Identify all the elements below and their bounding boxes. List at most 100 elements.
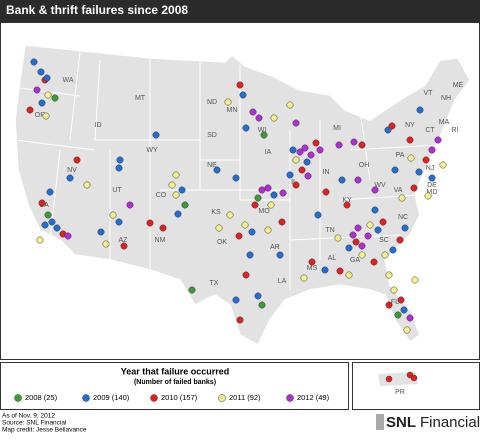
marker — [254, 194, 262, 202]
marker — [215, 224, 223, 232]
state-label: ID — [95, 122, 102, 129]
state-label: DE — [427, 182, 437, 189]
marker — [352, 238, 360, 246]
state-label: NY — [405, 122, 415, 129]
state-borders — [14, 51, 441, 290]
marker — [396, 236, 404, 244]
legend-label: 2010 (157) — [161, 393, 198, 402]
marker — [292, 119, 300, 127]
marker — [391, 166, 399, 174]
legend-swatch — [82, 394, 90, 402]
state-label: IA — [265, 149, 272, 156]
marker — [270, 191, 278, 199]
legend-label: 2012 (49) — [297, 393, 330, 402]
marker — [335, 141, 343, 149]
marker — [292, 181, 300, 189]
marker — [38, 99, 46, 107]
marker — [358, 141, 366, 149]
marker — [97, 228, 105, 236]
marker — [371, 206, 379, 214]
marker — [424, 192, 432, 200]
marker — [439, 161, 447, 169]
state-label: VT — [424, 90, 434, 97]
state-label: MO — [258, 208, 270, 215]
marker — [388, 122, 396, 130]
marker — [286, 101, 294, 109]
legend-swatch — [14, 394, 22, 402]
marker — [406, 314, 414, 322]
title: Bank & thrift failures since 2008 — [6, 3, 188, 17]
marker — [381, 251, 389, 259]
legend-label: 2011 (92) — [229, 393, 261, 402]
marker — [146, 219, 154, 227]
marker — [321, 266, 329, 274]
marker — [428, 146, 436, 154]
state-label: AZ — [119, 237, 129, 244]
marker — [407, 154, 415, 162]
marker — [51, 94, 59, 102]
legend-label: 2008 (25) — [25, 393, 58, 402]
state-label: WA — [62, 77, 73, 84]
logo-sub: Financial — [420, 414, 480, 431]
marker — [255, 114, 263, 122]
marker — [276, 251, 284, 259]
marker — [434, 136, 442, 144]
state-label: IN — [323, 169, 330, 176]
state-label: WI — [258, 127, 267, 134]
state-label: KY — [342, 197, 352, 204]
marker — [385, 301, 393, 309]
marker — [73, 156, 81, 164]
state-label: CO — [156, 192, 167, 199]
state-label: CT — [425, 127, 435, 134]
marker — [116, 156, 124, 164]
marker — [115, 164, 123, 172]
us-map — [14, 44, 471, 347]
marker — [232, 296, 240, 304]
marker — [336, 267, 344, 275]
state-label: VA — [394, 187, 403, 194]
marker — [213, 166, 221, 174]
marker — [371, 186, 379, 194]
state-label: SC — [379, 237, 389, 244]
marker — [401, 224, 409, 232]
failure-markers — [26, 58, 447, 334]
marker — [41, 221, 49, 229]
marker — [390, 286, 398, 294]
marker — [239, 91, 247, 99]
marker — [358, 242, 366, 250]
marker — [42, 112, 50, 120]
marker — [48, 218, 56, 226]
marker — [398, 194, 406, 202]
marker — [422, 156, 430, 164]
state-label: AR — [270, 244, 280, 251]
state-label: NC — [398, 214, 408, 221]
marker — [354, 224, 362, 232]
marker — [172, 191, 180, 199]
marker — [278, 218, 286, 226]
state-label: MI — [333, 125, 341, 132]
marker — [364, 232, 372, 240]
marker — [181, 201, 189, 209]
footer-line: Source: SNL Financial — [2, 420, 67, 427]
state-label: UT — [112, 187, 122, 194]
marker — [236, 81, 244, 89]
marker — [303, 158, 311, 166]
state-label: AL — [328, 255, 337, 262]
marker — [345, 271, 353, 279]
state-label: ND — [207, 99, 217, 106]
marker — [289, 146, 297, 154]
marker — [254, 292, 262, 300]
marker — [43, 74, 51, 82]
state-label: SD — [207, 132, 217, 139]
marker — [385, 375, 393, 383]
marker — [241, 221, 249, 229]
marker — [270, 114, 278, 122]
marker — [428, 174, 436, 182]
legend-title: Year that failure occurred — [121, 366, 230, 376]
marker — [286, 171, 294, 179]
marker — [258, 186, 266, 194]
marker — [410, 374, 418, 382]
state-label: MS — [307, 265, 318, 272]
marker — [298, 166, 306, 174]
marker — [83, 181, 91, 189]
